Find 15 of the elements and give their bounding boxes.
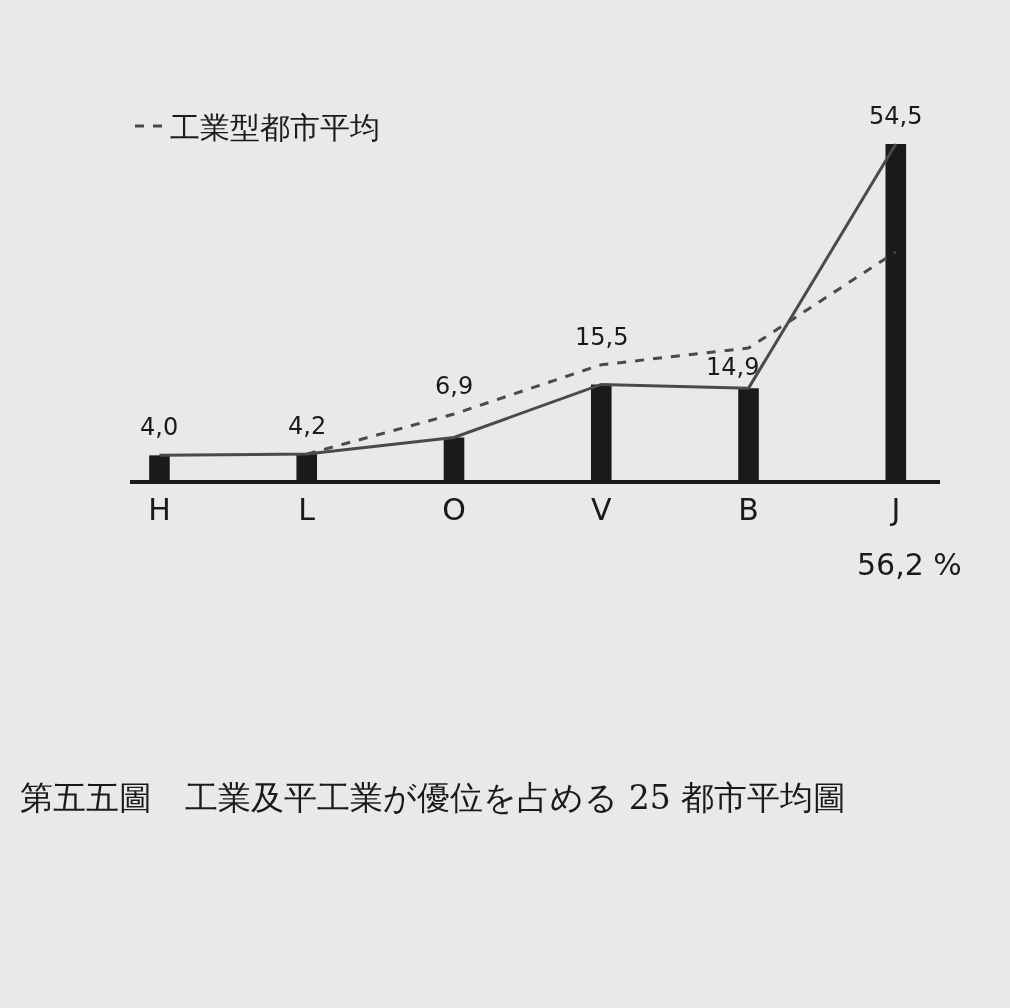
data-label: 4,0 [140,413,179,441]
legend-label: 工業型都市平均 [170,109,380,145]
x-tick-label: H [148,492,171,527]
x-tick-label: L [298,492,316,527]
text: 第五五圖 工業及平工業が優位を占める 25 都市平均圖 [20,778,847,818]
data-label: 54,5 [869,102,923,130]
data-label: 4,2 [288,412,327,440]
x-tick-label: B [738,492,759,527]
x-tick-label: O [442,492,466,527]
x-tick-label: V [591,492,612,527]
x-tick-label: J [889,492,901,527]
data-label: 14,9 [706,353,760,381]
text: 56,2 % [857,547,962,582]
data-label: 6,9 [435,372,474,400]
data-label: 15,5 [575,323,629,351]
